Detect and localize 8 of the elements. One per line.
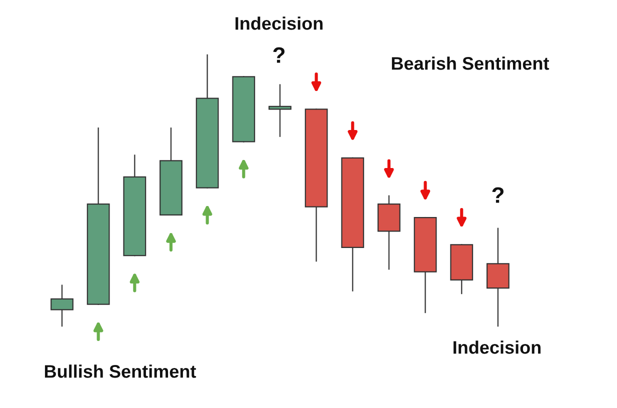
annotation: ? [273,47,285,63]
annotation: Bearish Sentiment [392,56,550,70]
candlestick [268,84,292,137]
annotation: ? [492,187,504,203]
candlestick [50,284,74,327]
text: Indecision [236,16,323,30]
text: Indecision [454,340,541,354]
text: Bullish Sentiment [44,364,196,378]
